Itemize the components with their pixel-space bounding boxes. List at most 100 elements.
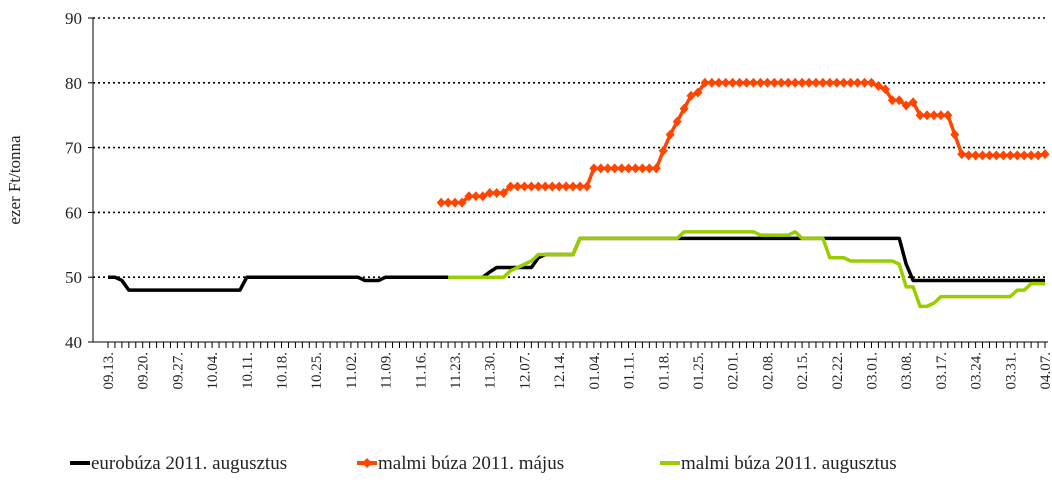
- series-marker: [839, 77, 849, 88]
- series-marker: [936, 110, 946, 121]
- series-marker: [450, 197, 460, 208]
- series-marker: [901, 100, 911, 111]
- x-tick-label: 02.15.: [795, 352, 811, 390]
- x-tick-label: 11.09.: [379, 352, 395, 389]
- series-marker: [526, 181, 536, 192]
- series-marker: [644, 163, 654, 174]
- series-marker: [464, 191, 474, 202]
- legend-label: eurobúza 2011. augusztus: [91, 453, 287, 474]
- series-marker: [943, 110, 953, 121]
- series-marker: [866, 77, 876, 88]
- y-axis-label: ezer Ft/tonna: [5, 135, 24, 225]
- x-tick-label: 01.11.: [622, 352, 638, 389]
- series-marker: [735, 77, 745, 88]
- series-marker: [478, 191, 488, 202]
- series-marker: [485, 187, 495, 198]
- series-marker: [880, 84, 890, 95]
- series-marker: [658, 145, 668, 156]
- series-marker: [436, 197, 446, 208]
- series-marker: [1005, 150, 1015, 161]
- series-marker: [561, 181, 571, 192]
- series-marker: [617, 163, 627, 174]
- y-tick-label: 80: [65, 74, 82, 93]
- series-marker: [998, 150, 1008, 161]
- series-marker: [582, 181, 592, 192]
- series-marker: [978, 150, 988, 161]
- x-tick-label: 03.08.: [899, 352, 915, 390]
- legend-label: malmi búza 2011. május: [378, 453, 564, 474]
- x-tick-label: 02.01.: [726, 352, 742, 390]
- series-marker: [603, 163, 613, 174]
- x-tick-label: 11.16.: [413, 352, 429, 389]
- series-marker: [887, 95, 897, 106]
- y-tick-label: 60: [65, 203, 82, 222]
- series-marker: [991, 150, 1001, 161]
- legend-marker: [362, 458, 372, 468]
- series-marker: [818, 77, 828, 88]
- series-marker: [776, 77, 786, 88]
- series-marker: [707, 77, 717, 88]
- series-marker: [915, 110, 925, 121]
- series-marker: [769, 77, 779, 88]
- x-tick-label: 12.07.: [517, 352, 533, 390]
- series-marker: [922, 110, 932, 121]
- series-marker: [1012, 150, 1022, 161]
- series-marker: [832, 77, 842, 88]
- series-marker: [755, 77, 765, 88]
- series-marker: [825, 77, 835, 88]
- series-marker: [540, 181, 550, 192]
- series-marker: [519, 181, 529, 192]
- series-marker: [533, 181, 543, 192]
- legend-label: malmi búza 2011. augusztus: [681, 453, 897, 474]
- y-tick-label: 70: [65, 139, 82, 158]
- series-marker: [1019, 150, 1029, 161]
- y-tick-label: 90: [65, 9, 82, 28]
- x-tick-label: 04.07.: [1038, 352, 1052, 390]
- x-tick-label: 03.24.: [969, 352, 985, 390]
- series-marker: [443, 197, 453, 208]
- series-marker: [610, 163, 620, 174]
- series-marker: [742, 77, 752, 88]
- series-marker: [957, 149, 967, 160]
- y-tick-label: 40: [65, 333, 82, 352]
- x-tick-label: 10.11.: [240, 352, 256, 389]
- x-tick-label: 01.25.: [691, 352, 707, 390]
- series-marker: [964, 150, 974, 161]
- series-marker: [513, 181, 523, 192]
- x-tick-label: 09.27.: [170, 352, 186, 390]
- series-marker: [783, 77, 793, 88]
- series-marker: [575, 181, 585, 192]
- series-marker: [630, 163, 640, 174]
- x-tick-label: 11.02.: [344, 352, 360, 389]
- series-marker: [811, 77, 821, 88]
- series-marker: [672, 116, 682, 127]
- series-marker: [1033, 150, 1043, 161]
- series-marker: [984, 150, 994, 161]
- series-marker: [506, 181, 516, 192]
- series-marker: [846, 77, 856, 88]
- x-tick-label: 01.04.: [587, 352, 603, 390]
- series-marker: [651, 163, 661, 174]
- series-marker: [971, 150, 981, 161]
- series-marker: [873, 81, 883, 92]
- series-line: [448, 230, 1045, 309]
- series-marker: [547, 181, 557, 192]
- series-marker: [1040, 149, 1050, 160]
- x-tick-label: 03.17.: [934, 352, 950, 390]
- x-tick-label: 03.01.: [864, 352, 880, 390]
- series-marker: [929, 110, 939, 121]
- series-marker: [568, 181, 578, 192]
- series-marker: [721, 77, 731, 88]
- x-tick-label: 09.13.: [101, 352, 117, 390]
- series-marker: [728, 77, 738, 88]
- series-marker: [499, 187, 509, 198]
- x-tick-label: 03.31.: [1003, 352, 1019, 390]
- x-tick-label: 09.20.: [136, 352, 152, 390]
- series-marker: [950, 129, 960, 140]
- x-tick-label: 01.18.: [656, 352, 672, 390]
- series-marker: [804, 77, 814, 88]
- series-marker: [748, 77, 758, 88]
- series-marker: [492, 187, 502, 198]
- series-marker: [457, 197, 467, 208]
- x-tick-label: 11.23.: [448, 352, 464, 389]
